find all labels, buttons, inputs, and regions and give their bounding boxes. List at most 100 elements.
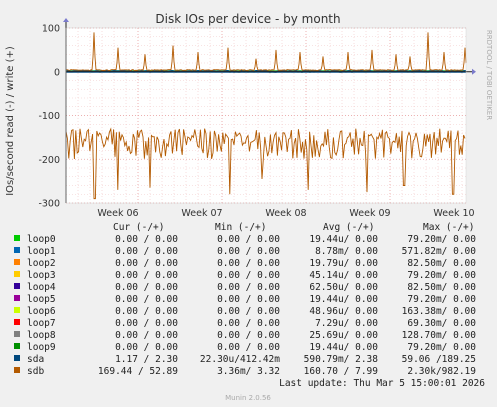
- legend-min-loop1: 0.00 / 0.00: [217, 246, 280, 257]
- legend-cur-sda: 1.17 / 2.30: [115, 354, 178, 365]
- legend-avg-loop7: 7.29u/ 0.00: [315, 318, 378, 329]
- legend-swatch-loop4: [14, 283, 20, 289]
- legend-cur-loop3: 0.00 / 0.00: [115, 270, 178, 281]
- legend-name-sda: sda: [27, 354, 44, 365]
- legend-cur-loop6: 0.00 / 0.00: [115, 306, 178, 317]
- legend-swatch-loop6: [14, 307, 20, 313]
- legend-header-cur: Cur (-/+): [113, 222, 164, 233]
- legend-swatch-loop0: [14, 235, 20, 241]
- legend-min-sda: 22.30u/412.42m: [200, 354, 280, 365]
- legend-name-loop2: loop2: [27, 258, 56, 269]
- legend-max-loop0: 79.20m/ 0.00: [407, 234, 476, 245]
- legend-avg-loop1: 8.78m/ 0.00: [315, 246, 378, 257]
- legend-swatch-loop9: [14, 343, 20, 349]
- legend-header-avg: Avg (-/+): [323, 222, 374, 233]
- legend-avg-loop3: 45.14u/ 0.00: [309, 270, 378, 281]
- legend-swatch-sdb: [14, 367, 20, 373]
- legend-name-loop4: loop4: [27, 282, 56, 293]
- legend-max-loop9: 79.20m/ 0.00: [407, 342, 476, 353]
- legend-avg-loop6: 48.96u/ 0.00: [309, 306, 378, 317]
- legend-cur-loop7: 0.00 / 0.00: [115, 318, 178, 329]
- legend-min-loop7: 0.00 / 0.00: [217, 318, 280, 329]
- munin-version: Munin 2.0.56: [225, 394, 271, 402]
- x-axis-arrow: [472, 68, 476, 75]
- legend-min-loop0: 0.00 / 0.00: [217, 234, 280, 245]
- legend-cur-loop2: 0.00 / 0.00: [115, 258, 178, 269]
- legend-avg-loop5: 19.44u/ 0.00: [309, 294, 378, 305]
- legend-min-loop8: 0.00 / 0.00: [217, 330, 280, 341]
- x-tick-label: Week 10: [433, 208, 474, 219]
- last-update: Last update: Thu Mar 5 15:00:01 2026: [279, 378, 485, 389]
- x-tick-label: Week 08: [265, 208, 306, 219]
- x-tick-label: Week 06: [97, 208, 138, 219]
- series-sdb-write: [65, 32, 467, 72]
- y-tick-label: -300: [38, 199, 60, 210]
- legend-min-loop6: 0.00 / 0.00: [217, 306, 280, 317]
- legend-header-min: Min (-/+): [215, 222, 266, 233]
- legend-cur-loop1: 0.00 / 0.00: [115, 246, 178, 257]
- legend-name-loop1: loop1: [27, 246, 56, 257]
- legend-avg-loop0: 19.44u/ 0.00: [309, 234, 378, 245]
- legend-cur-sdb: 169.44 / 52.89: [98, 366, 178, 377]
- legend-max-loop3: 79.20m/ 0.00: [407, 270, 476, 281]
- legend-avg-sdb: 160.70 / 7.99: [304, 366, 379, 377]
- legend-min-loop4: 0.00 / 0.00: [217, 282, 280, 293]
- legend-name-loop9: loop9: [27, 342, 56, 353]
- x-tick-label: Week 09: [349, 208, 390, 219]
- series-sdb-read: [65, 127, 466, 200]
- legend-name-loop0: loop0: [27, 234, 56, 245]
- y-axis-label: IOs/second read (-) / write (+): [5, 46, 16, 196]
- legend-max-loop5: 79.20m/ 0.00: [407, 294, 476, 305]
- legend-swatch-loop7: [14, 319, 20, 325]
- legend-name-loop8: loop8: [27, 330, 56, 341]
- legend-swatch-loop2: [14, 259, 20, 265]
- legend-avg-loop2: 19.79u/ 0.00: [309, 258, 378, 269]
- legend-avg-loop4: 62.50u/ 0.00: [309, 282, 378, 293]
- y-tick-label: -200: [38, 155, 60, 166]
- legend-cur-loop9: 0.00 / 0.00: [115, 342, 178, 353]
- y-tick-label: -100: [38, 111, 60, 122]
- legend-avg-loop8: 25.69u/ 0.00: [309, 330, 378, 341]
- y-tick-label: 100: [42, 24, 60, 35]
- legend-swatch-loop8: [14, 331, 20, 337]
- legend-max-loop1: 571.82m/ 0.00: [402, 246, 477, 257]
- legend-table: Cur (-/+) Min (-/+) Avg (-/+) Max (-/+) …: [14, 222, 476, 377]
- plot-border: [65, 27, 467, 204]
- legend-min-sdb: 3.36m/ 3.32: [217, 366, 280, 377]
- legend-cur-loop0: 0.00 / 0.00: [115, 234, 178, 245]
- legend-max-loop6: 163.38m/ 0.00: [402, 306, 477, 317]
- legend-avg-sda: 590.79m/ 2.38: [304, 354, 379, 365]
- x-tick-label: Week 07: [181, 208, 222, 219]
- legend-cur-loop4: 0.00 / 0.00: [115, 282, 178, 293]
- legend-name-loop6: loop6: [27, 306, 56, 317]
- legend-name-loop5: loop5: [27, 294, 56, 305]
- legend-max-sdb: 2.30k/982.19: [407, 366, 476, 377]
- legend-max-sda: 59.06 /189.25: [402, 354, 476, 365]
- legend-max-loop7: 69.30m/ 0.00: [407, 318, 476, 329]
- rrdtool-credit: RRDTOOL / TOBI OETIKER: [485, 30, 493, 120]
- chart-title: Disk IOs per device - by month: [155, 12, 340, 26]
- legend-name-loop3: loop3: [27, 270, 56, 281]
- legend-name-sdb: sdb: [27, 366, 44, 377]
- legend-avg-loop9: 19.44u/ 0.00: [309, 342, 378, 353]
- legend-max-loop4: 82.50m/ 0.00: [407, 282, 476, 293]
- legend-name-loop7: loop7: [27, 318, 56, 329]
- y-tick-label: 0: [54, 67, 60, 78]
- y-axis-arrow: [63, 18, 69, 22]
- axes: [63, 18, 476, 204]
- legend-min-loop5: 0.00 / 0.00: [217, 294, 280, 305]
- legend-max-loop2: 82.50m/ 0.00: [407, 258, 476, 269]
- legend-max-loop8: 128.70m/ 0.00: [402, 330, 477, 341]
- legend-min-loop9: 0.00 / 0.00: [217, 342, 280, 353]
- legend-swatch-loop1: [14, 247, 20, 253]
- legend-swatch-loop3: [14, 271, 20, 277]
- legend-header-max: Max (-/+): [423, 222, 474, 233]
- legend-swatch-sda: [14, 355, 20, 361]
- y-tick-labels: 100 0 -100 -200 -300: [38, 24, 60, 210]
- legend-cur-loop5: 0.00 / 0.00: [115, 294, 178, 305]
- legend-min-loop2: 0.00 / 0.00: [217, 258, 280, 269]
- x-tick-labels: Week 06 Week 07 Week 08 Week 09 Week 10: [97, 208, 474, 219]
- legend-min-loop3: 0.00 / 0.00: [217, 270, 280, 281]
- legend-cur-loop8: 0.00 / 0.00: [115, 330, 178, 341]
